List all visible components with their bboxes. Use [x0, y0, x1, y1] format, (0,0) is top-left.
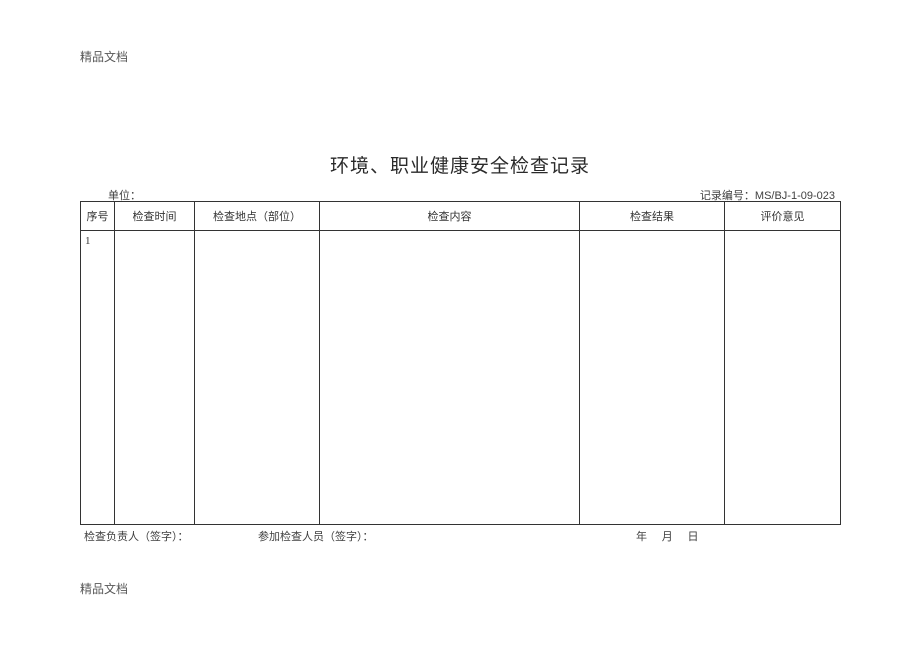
cell-place — [195, 231, 320, 525]
cell-opinion — [725, 231, 841, 525]
col-header-place: 检查地点（部位） — [195, 202, 320, 231]
cell-time — [115, 231, 195, 525]
col-header-time: 检查时间 — [115, 202, 195, 231]
header-marker: 精品文档 — [80, 48, 128, 65]
date-day-label: 日 — [688, 531, 699, 543]
signature-date: 年 月 日 — [630, 528, 705, 544]
col-header-seq: 序号 — [81, 202, 115, 231]
cell-result — [580, 231, 725, 525]
col-header-opinion: 评价意见 — [725, 202, 841, 231]
page-title: 环境、职业健康安全检查记录 — [0, 151, 920, 178]
table-row: 1 — [81, 231, 841, 525]
col-header-result: 检查结果 — [580, 202, 725, 231]
date-year-label: 年 — [636, 531, 647, 543]
cell-content — [320, 231, 580, 525]
inspection-table: 序号 检查时间 检查地点（部位） 检查内容 检查结果 评价意见 1 — [80, 201, 841, 525]
responsible-signature-label: 检查负责人（签字）： — [84, 528, 189, 544]
participants-signature-label: 参加检查人员（签字）： — [258, 528, 374, 544]
col-header-content: 检查内容 — [320, 202, 580, 231]
cell-seq: 1 — [81, 231, 115, 525]
footer-marker: 精品文档 — [80, 580, 128, 597]
date-month-label: 月 — [662, 531, 673, 543]
table-header-row: 序号 检查时间 检查地点（部位） 检查内容 检查结果 评价意见 — [81, 202, 841, 231]
